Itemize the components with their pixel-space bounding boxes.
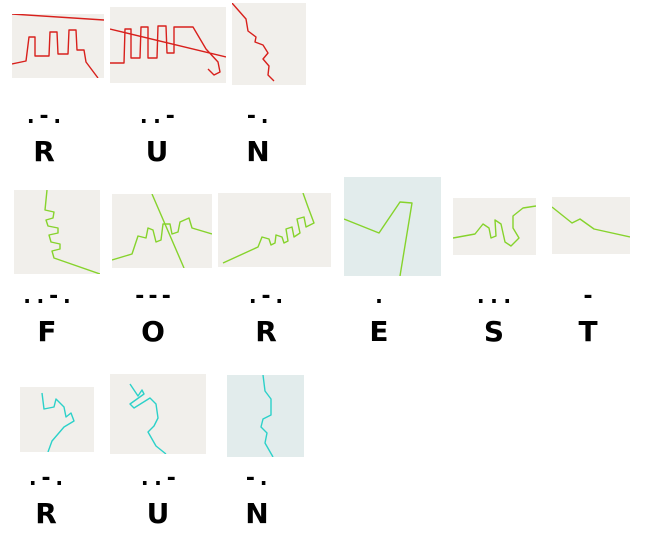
letter: F <box>37 315 57 348</box>
road-shape <box>222 193 315 264</box>
map-tile <box>227 375 304 457</box>
road-shape <box>110 25 226 76</box>
morse-code: ..- <box>138 466 178 491</box>
road-line <box>112 194 212 268</box>
letter: U <box>145 135 169 168</box>
map-tile <box>110 7 226 83</box>
road-line <box>344 201 413 276</box>
road-shape <box>344 201 413 276</box>
map-tile <box>12 14 104 78</box>
road-shape <box>44 190 100 274</box>
map-tile <box>20 387 94 452</box>
letter: R <box>35 497 57 530</box>
letter: T <box>578 315 598 348</box>
letter: O <box>141 315 165 348</box>
letter: N <box>245 497 269 530</box>
road-shape <box>260 375 274 457</box>
road-line <box>453 205 536 247</box>
morse-code: .-. <box>24 104 64 129</box>
morse-code: - <box>581 284 595 309</box>
map-tile <box>552 197 630 254</box>
morse-code: -. <box>243 466 271 491</box>
road-line <box>260 375 274 457</box>
map-tile <box>112 194 212 268</box>
map-tile <box>14 190 100 274</box>
letter: N <box>246 135 270 168</box>
map-tile <box>453 198 536 255</box>
road-shape <box>453 205 536 247</box>
letter: R <box>255 315 277 348</box>
road-line <box>129 383 167 454</box>
map-tile <box>344 177 441 276</box>
road-line <box>222 193 315 264</box>
road-shape <box>129 383 167 454</box>
morse-code: ... <box>474 284 514 309</box>
morse-code: .-. <box>246 284 286 309</box>
road-shape <box>12 14 104 78</box>
map-tile <box>232 3 306 85</box>
road-line <box>232 3 275 82</box>
morse-code: ..- <box>137 104 177 129</box>
letter: E <box>369 315 389 348</box>
letter: S <box>483 315 505 348</box>
map-tile <box>218 193 331 267</box>
road-shape <box>41 392 75 452</box>
morse-code: --- <box>133 284 173 309</box>
road-line <box>552 206 630 238</box>
morse-code: ..-. <box>20 284 74 309</box>
morse-code: .-. <box>26 466 66 491</box>
morse-code: . <box>372 284 386 309</box>
map-tile <box>110 374 206 454</box>
road-line <box>12 14 104 78</box>
road-line <box>41 392 75 452</box>
letter: R <box>33 135 55 168</box>
letter: U <box>146 497 170 530</box>
road-shape <box>232 3 275 82</box>
road-line <box>110 25 226 76</box>
morse-code: -. <box>244 104 272 129</box>
road-shape <box>112 194 212 268</box>
road-shape <box>552 206 630 238</box>
road-line <box>44 190 100 274</box>
